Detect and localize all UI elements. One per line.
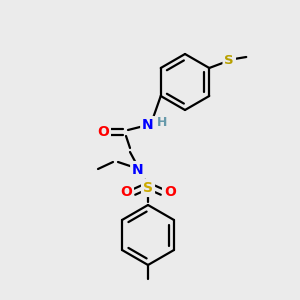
Text: S: S [224, 53, 234, 67]
Text: S: S [143, 181, 153, 195]
Text: O: O [120, 185, 132, 199]
Text: H: H [157, 116, 167, 130]
Text: O: O [164, 185, 176, 199]
Text: O: O [97, 125, 109, 139]
Text: N: N [142, 118, 154, 132]
Text: N: N [132, 163, 144, 177]
